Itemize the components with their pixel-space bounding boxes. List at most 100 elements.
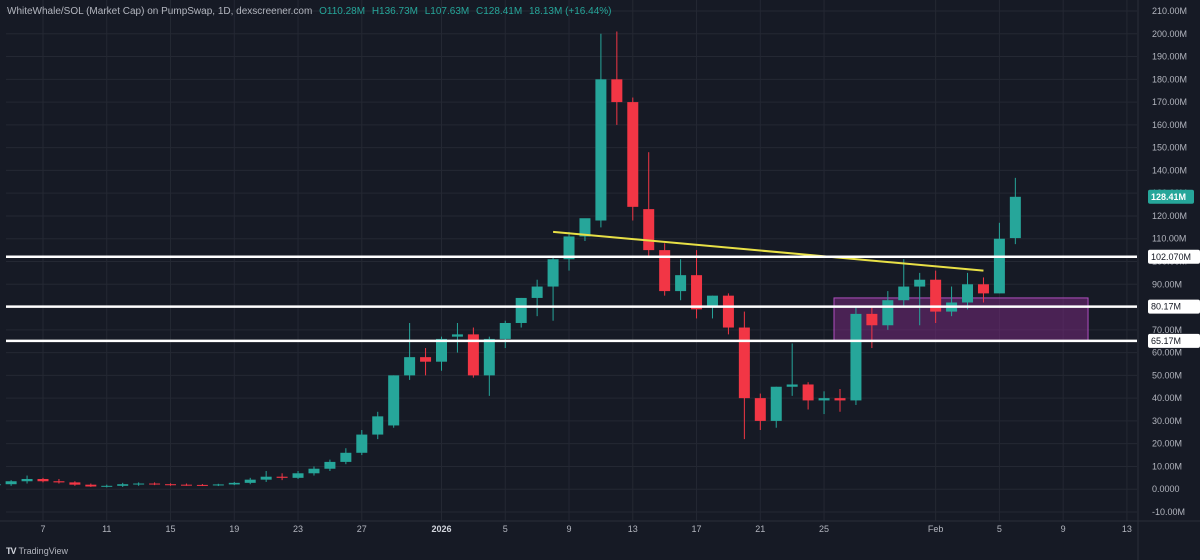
y-tick-label: 180.00M: [1152, 74, 1187, 84]
candle-up[interactable]: [818, 391, 830, 415]
candle-down[interactable]: [643, 152, 655, 257]
candle-up[interactable]: [388, 375, 400, 428]
candle-down[interactable]: [627, 97, 639, 221]
x-tick-label: 23: [293, 524, 303, 534]
candle-up[interactable]: [1009, 177, 1021, 245]
tradingview-logo-text: TradingView: [18, 546, 69, 556]
candle-up[interactable]: [595, 33, 607, 228]
candle-body: [436, 338, 447, 362]
candle-down[interactable]: [149, 482, 161, 486]
chart-header: WhiteWhale/SOL (Market Cap) on PumpSwap,…: [7, 6, 612, 17]
candle-down[interactable]: [196, 483, 208, 487]
candle-up[interactable]: [451, 322, 463, 353]
candle-body: [451, 334, 463, 337]
candle-down[interactable]: [276, 473, 288, 481]
candle-up[interactable]: [993, 222, 1005, 294]
candle-up[interactable]: [531, 279, 543, 317]
candle-body: [675, 275, 687, 292]
candle-down[interactable]: [180, 483, 192, 486]
candle-up[interactable]: [515, 297, 527, 328]
candle-up[interactable]: [372, 411, 384, 440]
level-price-label: 65.17M: [1148, 333, 1200, 348]
candle-down[interactable]: [930, 270, 942, 323]
candle-down[interactable]: [611, 31, 623, 125]
time-axis[interactable]: 7 11 15 19 23 27 2026 5 9 13 17 21 25 Feb 5 9 13: [40, 524, 1131, 534]
candle-body: [611, 79, 623, 103]
candle-up[interactable]: [770, 386, 782, 428]
candle-down[interactable]: [53, 478, 65, 484]
candle-down[interactable]: [420, 348, 432, 376]
candle-body: [244, 479, 256, 483]
candle-down[interactable]: [977, 277, 989, 303]
candle-body: [738, 327, 750, 399]
candle-up[interactable]: [21, 475, 33, 484]
candle-up[interactable]: [212, 483, 224, 487]
candle-body: [276, 476, 288, 478]
candle-up[interactable]: [5, 480, 17, 486]
candle-up[interactable]: [324, 459, 336, 472]
candle-up[interactable]: [850, 307, 862, 405]
candle-up[interactable]: [436, 336, 447, 371]
candle-up[interactable]: [356, 430, 368, 456]
candle-body: [69, 482, 81, 485]
candle-down[interactable]: [69, 481, 81, 486]
candle-up[interactable]: [882, 291, 894, 330]
candle-body: [706, 295, 718, 308]
x-tick-label: Feb: [928, 524, 944, 534]
candle-up[interactable]: [499, 320, 511, 349]
candle-up[interactable]: [579, 218, 591, 242]
candle-body: [643, 209, 655, 251]
candle-up[interactable]: [228, 481, 240, 486]
candle-up[interactable]: [308, 466, 320, 476]
candle-up[interactable]: [914, 272, 926, 326]
candle-down[interactable]: [722, 293, 734, 335]
candle-body: [260, 476, 272, 480]
candle-down[interactable]: [659, 243, 671, 296]
candle-down[interactable]: [37, 477, 49, 483]
candle-down[interactable]: [802, 382, 814, 410]
candle-up[interactable]: [786, 343, 798, 396]
symbol-title[interactable]: WhiteWhale/SOL (Market Cap) on PumpSwap,…: [7, 6, 313, 17]
candle-up[interactable]: [260, 471, 272, 482]
candle-up[interactable]: [244, 477, 256, 485]
candle-up[interactable]: [547, 256, 559, 321]
candle-down[interactable]: [165, 483, 177, 486]
candle-up[interactable]: [101, 484, 113, 488]
candle-up[interactable]: [962, 272, 974, 310]
candle-down[interactable]: [85, 483, 97, 487]
x-tick-label: 2026: [431, 524, 451, 534]
level-price-label: 102.070M: [1148, 249, 1200, 264]
change-value: 18.13M (+16.44%): [528, 6, 612, 17]
candle-up[interactable]: [898, 259, 910, 308]
candle-up[interactable]: [117, 482, 129, 487]
candle-up[interactable]: [0, 482, 1, 487]
tradingview-logo[interactable]: TV TradingView: [6, 546, 68, 556]
candle-down[interactable]: [754, 393, 766, 431]
candle-body: [356, 434, 368, 453]
candle-up[interactable]: [340, 448, 352, 465]
candle-body: [388, 375, 400, 426]
candle-down[interactable]: [467, 327, 479, 378]
y-tick-label: 150.00M: [1152, 143, 1187, 153]
level-price-label: 80.17M: [1148, 299, 1200, 314]
y-tick-label: 120.00M: [1152, 211, 1187, 221]
trendline[interactable]: [552, 230, 984, 272]
level-label-text: 80.17M: [1151, 302, 1181, 312]
candle-body: [770, 386, 782, 421]
candle-down[interactable]: [738, 311, 750, 440]
candle-body: [722, 295, 734, 328]
candle-up[interactable]: [133, 482, 145, 486]
candle-up[interactable]: [483, 336, 495, 396]
candle-up[interactable]: [292, 471, 304, 479]
candle-up[interactable]: [563, 231, 575, 271]
candle-body: [802, 384, 814, 401]
candles: [0, 31, 1021, 488]
candle-body: [627, 102, 639, 207]
candle-body: [133, 483, 145, 485]
candle-down[interactable]: [834, 389, 846, 412]
candle-body: [898, 286, 910, 301]
candle-up[interactable]: [404, 322, 416, 380]
candle-up[interactable]: [675, 259, 687, 301]
